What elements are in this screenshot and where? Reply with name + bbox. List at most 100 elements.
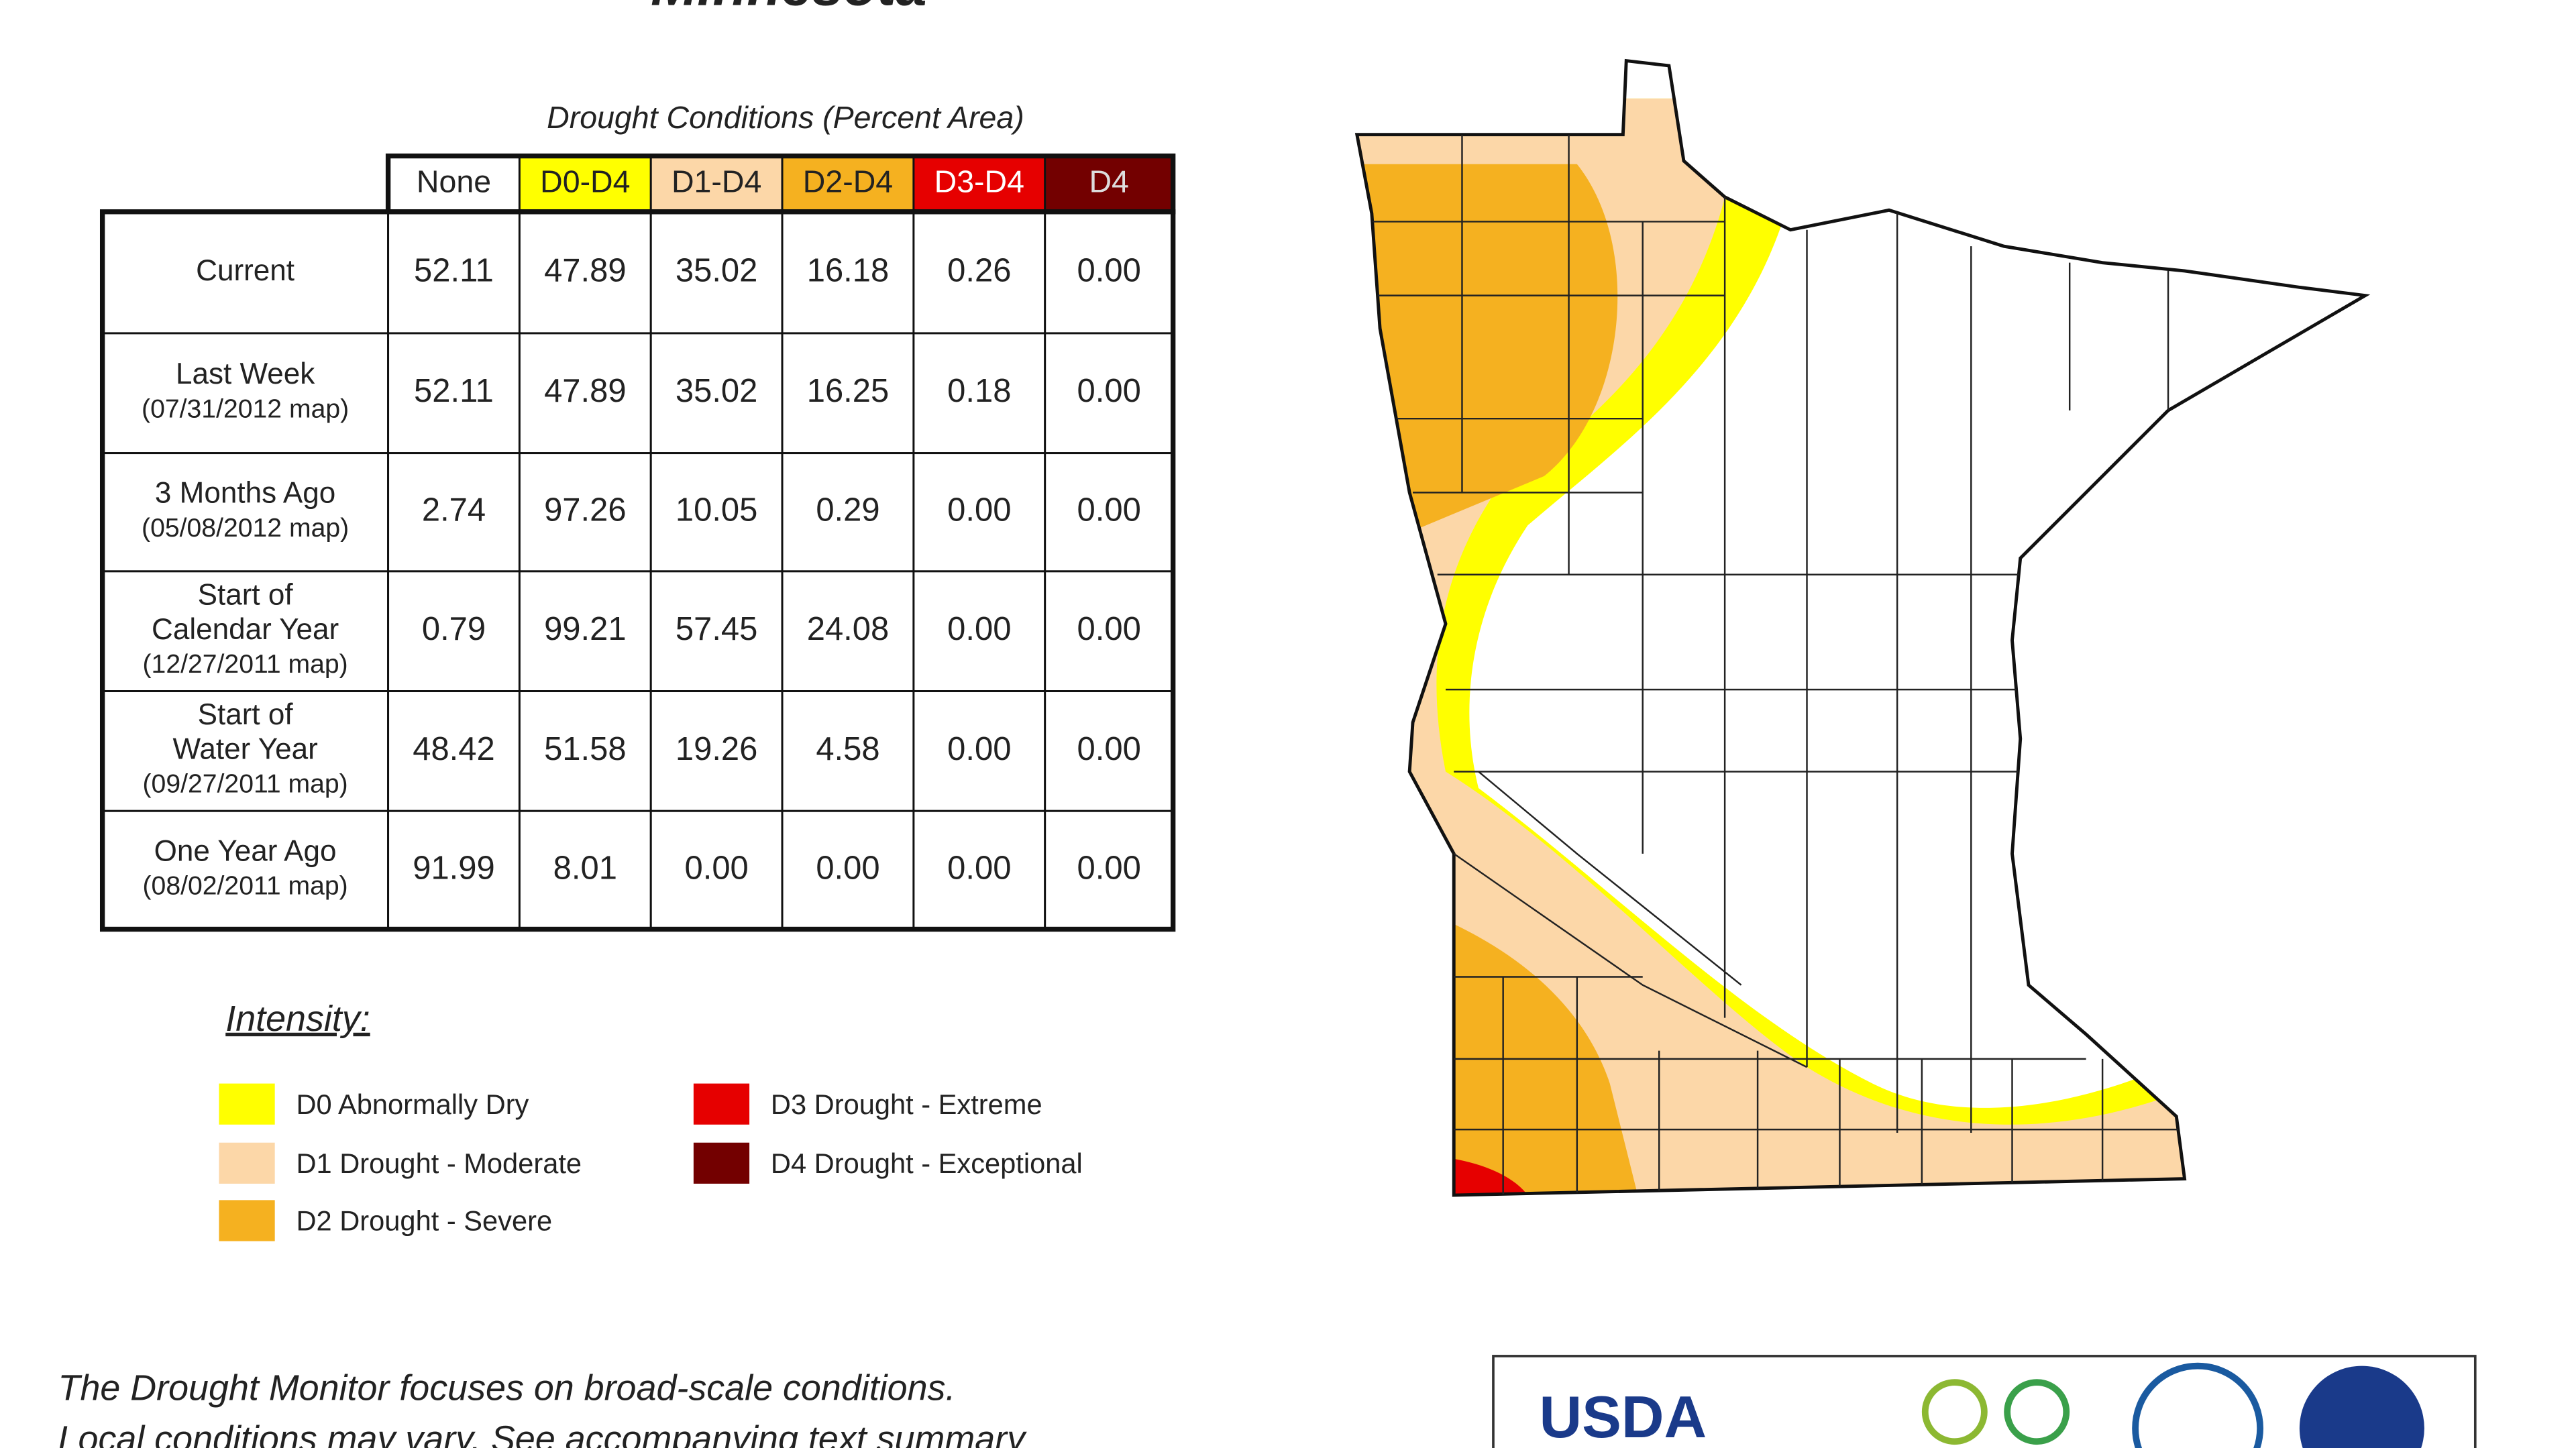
value-text: 52.11 [414,373,494,409]
value-text: 19.26 [676,731,757,767]
value-cell [781,810,915,930]
value-cell [912,211,1046,335]
value-text: 51.58 [544,731,626,767]
value-cell [781,452,915,573]
value-cell [912,690,1046,812]
value-text: 0.00 [947,492,1011,528]
value-text: 0.00 [816,850,879,886]
legend-title: Intensity: [225,999,370,1039]
drought-table: None D0-D4 D1-D4 D2-D4 D3-D4 D4 Current 52.11 47… [99,153,1176,932]
header-text: D2-D4 [803,164,893,199]
value-cell [912,332,1046,455]
value-text: 0.29 [816,492,879,528]
value-cell [649,452,784,573]
value-cell [649,810,784,930]
row-label: (08/02/2011 map) [143,871,348,900]
page-title: Minnesota [651,0,927,17]
row-label: (05/08/2012 map) [142,514,349,543]
row-label: Water Year [172,733,317,766]
value-cell [387,211,521,335]
agency-logos [1921,1362,2424,1448]
value-text: 16.18 [807,252,889,288]
value-text: 0.00 [1077,611,1141,647]
value-text: 0.00 [1077,850,1141,886]
value-text: 99.21 [544,611,626,647]
value-cell [387,810,521,930]
value-text: 10.05 [676,492,757,528]
legend-swatch [219,1083,275,1125]
value-cell [387,570,521,693]
row-label: 3 Months Ago [155,477,335,510]
value-cell [649,570,784,693]
value-text: 48.42 [413,731,494,767]
value-cell [912,570,1046,693]
row-label: Start of [198,698,294,731]
header-border [385,153,1176,215]
row-label: Calendar Year [152,613,339,646]
value-text: 2.74 [422,492,486,528]
value-cell [518,452,652,573]
header-cell [518,155,652,213]
value-text: 47.89 [544,252,626,288]
legend-label: D3 Drought - Extreme [771,1089,1042,1120]
row-label: (09/27/2011 map) [143,770,348,799]
value-text: 35.02 [676,373,757,409]
row-label: (07/31/2012 map) [142,394,349,423]
legend-swatch [219,1200,275,1241]
value-cell [1044,452,1175,573]
value-cell [1044,332,1175,455]
value-text: 0.00 [1077,252,1141,288]
legend-label: D0 Abnormally Dry [297,1089,529,1120]
header-text: D0-D4 [540,164,630,199]
value-text: 0.00 [947,611,1011,647]
usda-logo: USDA [1540,1384,1707,1448]
value-text: 0.18 [947,373,1011,409]
row-label: Current [196,254,294,287]
value-cell [649,332,784,455]
legend-label: D2 Drought - Severe [297,1205,553,1237]
header-text: D3-D4 [934,164,1024,199]
legend-label: D4 Drought - Exceptional [771,1148,1083,1179]
value-cell [518,570,652,693]
value-text: 8.01 [553,850,617,886]
header-text: D1-D4 [672,164,761,199]
row-label: Start of [198,578,294,611]
value-text: 0.00 [1077,492,1141,528]
value-text: 16.25 [807,373,889,409]
value-text: 0.00 [947,731,1011,767]
value-text: 47.89 [544,373,626,409]
legend-swatch [219,1142,275,1184]
legend-swatch [693,1142,750,1184]
value-text: 97.26 [544,492,626,528]
legend: D0 Abnormally Dry D1 Drought - Moderate D2… [219,1083,1083,1241]
row-label-cell [101,452,390,573]
value-text: 0.00 [1077,731,1141,767]
row-label-cell [101,332,390,455]
value-cell [649,211,784,335]
value-text: 35.02 [676,252,757,288]
footer-line: Local conditions may vary. See accompany… [58,1418,1028,1448]
value-cell [1044,690,1175,812]
value-text: 57.45 [676,611,757,647]
value-text: 0.26 [947,252,1011,288]
row-label: Last Week [176,357,315,390]
footer-line: The Drought Monitor focuses on broad-sca… [58,1368,956,1408]
legend-label: D1 Drought - Moderate [297,1148,582,1179]
value-cell [387,332,521,455]
value-cell [387,452,521,573]
value-text: 0.00 [685,850,749,886]
value-text: 4.58 [816,731,879,767]
table-caption: Drought Conditions (Percent Area) [547,100,1024,135]
row-label-cell [101,810,390,930]
header-cell [1044,155,1175,213]
row-label: One Year Ago [154,834,337,867]
value-text: 0.00 [1077,373,1141,409]
value-cell [781,332,915,455]
value-text: 91.99 [413,850,494,886]
value-cell [1044,810,1175,930]
value-text: 52.11 [414,252,494,288]
header-text: D4 [1089,164,1128,199]
value-text: 0.79 [422,611,486,647]
value-cell [649,690,784,812]
value-text: 0.00 [947,850,1011,886]
